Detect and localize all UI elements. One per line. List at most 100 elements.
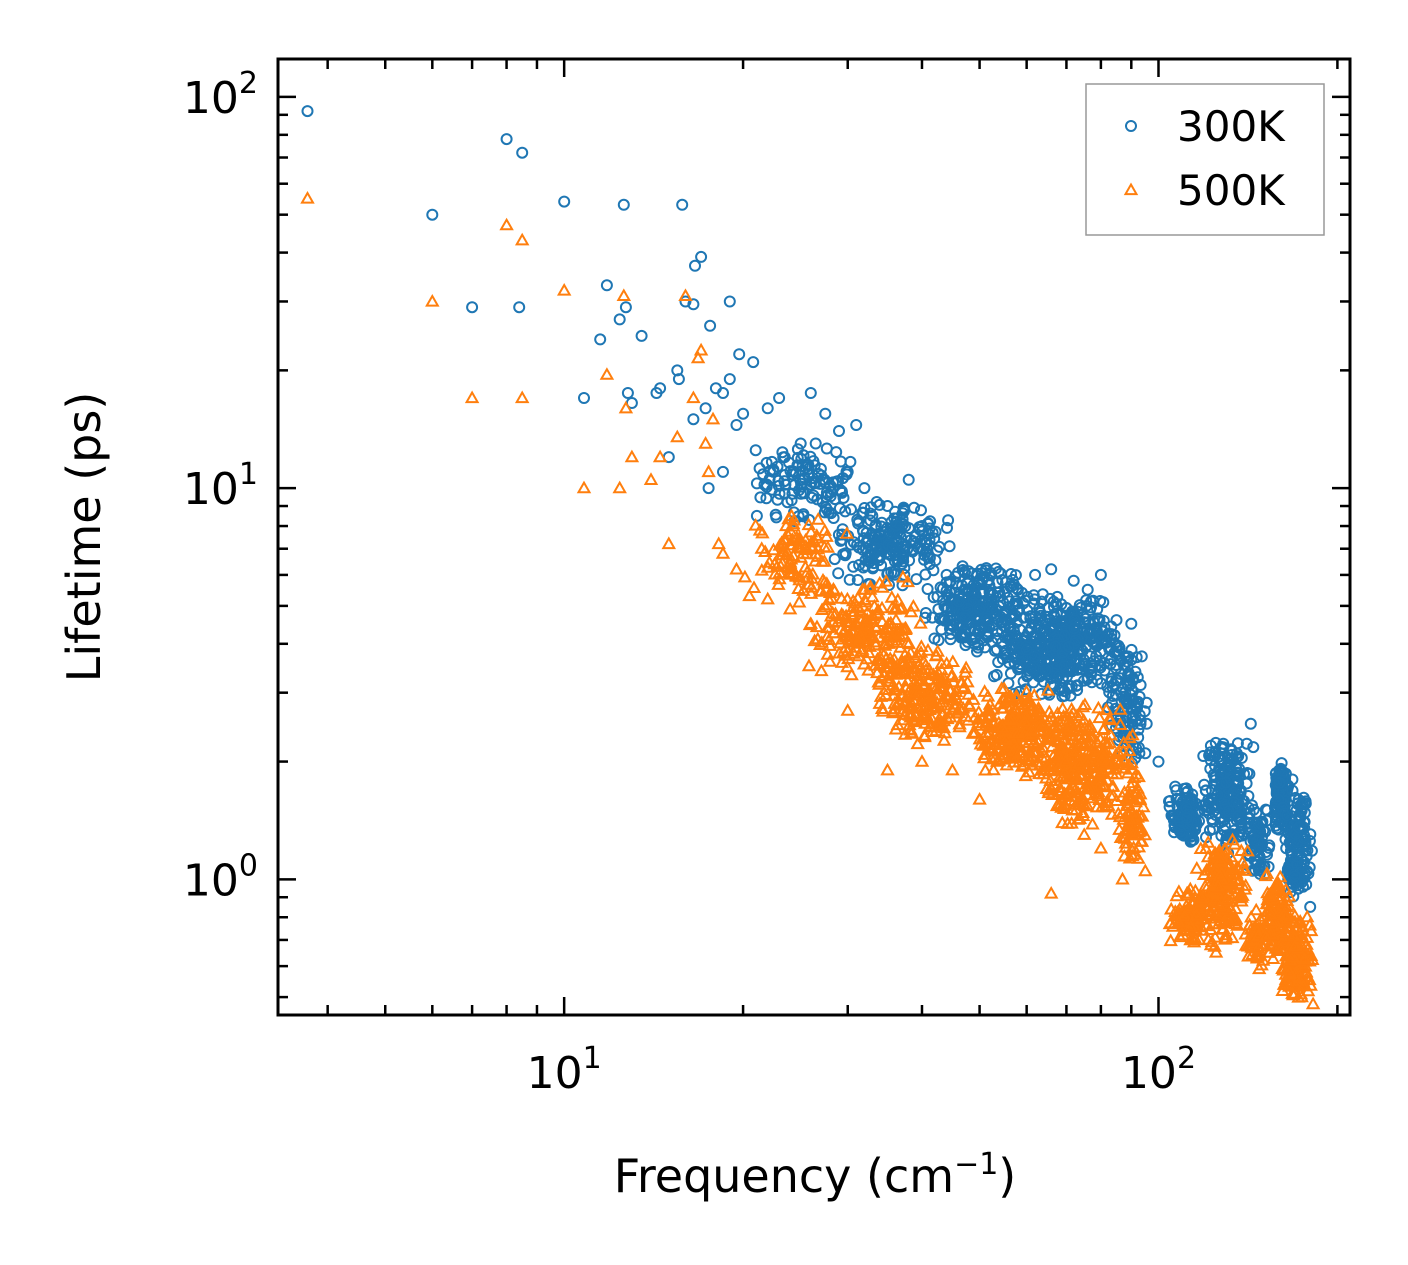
data-point bbox=[621, 387, 634, 399]
data-point bbox=[1020, 729, 1035, 742]
data-point bbox=[1009, 598, 1022, 611]
data-point bbox=[818, 506, 831, 519]
data-point bbox=[1097, 778, 1113, 792]
data-point bbox=[772, 479, 785, 492]
data-point bbox=[1287, 914, 1303, 927]
data-point bbox=[990, 562, 1002, 575]
data-point bbox=[1069, 743, 1085, 757]
data-point bbox=[898, 620, 913, 634]
data-point bbox=[875, 614, 890, 627]
data-point bbox=[1290, 973, 1305, 987]
data-point bbox=[1172, 929, 1188, 943]
data-point bbox=[1189, 907, 1204, 921]
data-point bbox=[1017, 714, 1032, 727]
data-point bbox=[1285, 986, 1300, 999]
data-point bbox=[1297, 951, 1312, 965]
data-point bbox=[1010, 616, 1023, 629]
data-point bbox=[1133, 709, 1146, 722]
data-point bbox=[767, 556, 782, 570]
data-point bbox=[822, 488, 834, 501]
data-point bbox=[796, 459, 809, 472]
data-point bbox=[1276, 907, 1292, 920]
legend: 300K 500K bbox=[1085, 83, 1325, 236]
tick-label: 102 bbox=[1121, 1041, 1196, 1099]
data-point bbox=[999, 732, 1014, 745]
data-point bbox=[1002, 632, 1015, 645]
data-point bbox=[814, 663, 829, 677]
data-point bbox=[1051, 734, 1066, 748]
data-point bbox=[848, 640, 863, 653]
data-point bbox=[801, 658, 817, 672]
data-point bbox=[1289, 828, 1302, 841]
data-point bbox=[1130, 780, 1145, 794]
data-point bbox=[618, 400, 634, 414]
data-point bbox=[958, 565, 971, 578]
data-point bbox=[994, 681, 1009, 694]
data-point bbox=[889, 519, 902, 532]
data-point bbox=[801, 517, 816, 531]
data-point bbox=[1138, 863, 1153, 877]
data-point bbox=[804, 579, 819, 593]
data-point bbox=[1261, 912, 1276, 926]
data-point bbox=[954, 674, 970, 688]
data-point bbox=[1270, 879, 1286, 893]
data-point bbox=[971, 575, 984, 588]
data-point bbox=[1200, 862, 1215, 876]
data-point bbox=[1200, 902, 1215, 916]
data-point bbox=[1204, 795, 1216, 808]
data-point bbox=[1183, 919, 1198, 932]
data-point bbox=[967, 709, 983, 723]
data-point bbox=[1118, 839, 1134, 853]
data-point bbox=[1216, 777, 1229, 790]
data-point bbox=[819, 407, 832, 420]
data-point bbox=[953, 595, 966, 608]
data-point bbox=[897, 697, 912, 711]
data-point bbox=[815, 469, 828, 482]
data-point bbox=[824, 590, 839, 604]
data-point bbox=[612, 480, 627, 494]
data-point bbox=[1012, 661, 1025, 674]
data-point bbox=[930, 644, 945, 657]
data-point bbox=[885, 677, 901, 691]
data-point bbox=[845, 503, 857, 516]
data-point bbox=[844, 667, 859, 681]
data-point bbox=[860, 526, 873, 539]
data-point bbox=[814, 635, 830, 648]
data-point bbox=[1175, 927, 1191, 941]
data-point bbox=[794, 473, 807, 486]
data-point bbox=[934, 656, 949, 669]
data-point bbox=[1065, 705, 1081, 718]
data-point bbox=[852, 541, 865, 554]
data-point bbox=[963, 583, 975, 596]
data-point bbox=[815, 572, 831, 586]
data-point bbox=[1066, 789, 1081, 802]
data-point bbox=[1204, 856, 1219, 869]
data-point bbox=[865, 542, 878, 555]
data-point bbox=[1021, 708, 1036, 722]
data-point bbox=[944, 633, 957, 646]
data-point bbox=[1092, 792, 1107, 805]
data-point bbox=[1170, 792, 1183, 805]
data-point bbox=[558, 195, 571, 208]
data-point bbox=[1286, 784, 1299, 797]
data-point bbox=[1032, 719, 1047, 732]
tick-label: 101 bbox=[183, 457, 258, 515]
data-point bbox=[893, 640, 908, 653]
data-point bbox=[1064, 647, 1077, 660]
data-point bbox=[898, 679, 913, 693]
data-point bbox=[679, 295, 692, 308]
legend-items: 300K 500K bbox=[1123, 102, 1286, 215]
data-point bbox=[814, 583, 829, 597]
data-point bbox=[1073, 657, 1086, 670]
data-point bbox=[699, 402, 712, 415]
data-point bbox=[1125, 617, 1138, 630]
data-point bbox=[1017, 748, 1032, 761]
data-point bbox=[752, 522, 768, 536]
data-point bbox=[1247, 816, 1260, 829]
data-point bbox=[785, 494, 798, 507]
data-point bbox=[761, 402, 774, 415]
data-point bbox=[944, 702, 960, 716]
data-point bbox=[841, 465, 854, 478]
data-point bbox=[1011, 697, 1026, 711]
data-point bbox=[809, 437, 822, 450]
